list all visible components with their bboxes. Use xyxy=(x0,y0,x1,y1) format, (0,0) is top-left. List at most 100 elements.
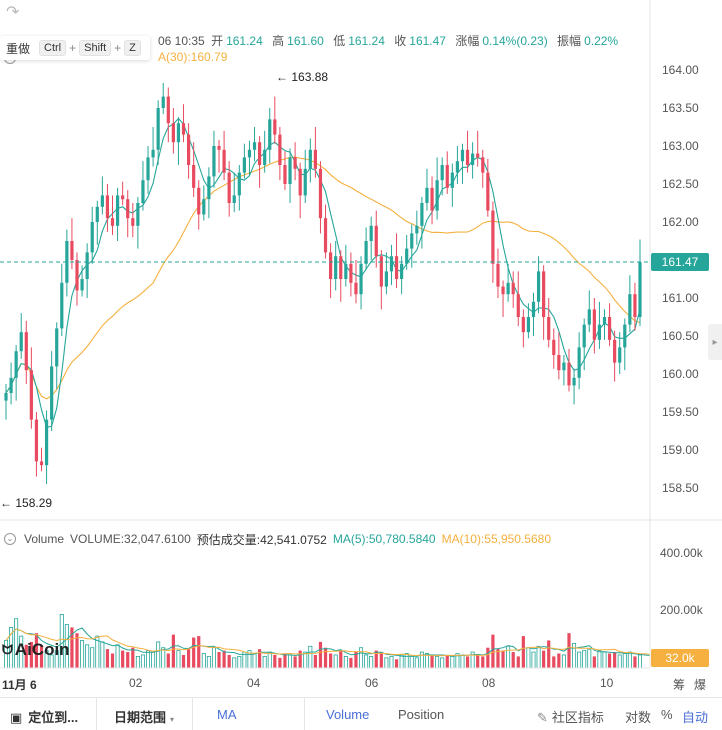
candle-body xyxy=(75,260,79,291)
volume-bar xyxy=(85,644,90,669)
side-panel-handle[interactable]: ▸ xyxy=(708,324,722,360)
volume-bar xyxy=(349,657,353,668)
edit-icon: ✎ xyxy=(537,710,548,725)
candle-body xyxy=(394,256,399,279)
candle-body xyxy=(227,172,231,203)
candle-body xyxy=(435,180,439,211)
volume-bar xyxy=(501,650,505,668)
candle-body xyxy=(24,332,28,371)
x-tick-1: 02 xyxy=(129,676,143,690)
volume-bar xyxy=(227,654,231,668)
ma30-legend: A(30):160.79 xyxy=(158,50,228,64)
volume-bar xyxy=(409,656,414,669)
candle-body xyxy=(121,195,125,200)
candle-body xyxy=(582,324,586,348)
candle-body xyxy=(268,119,272,150)
chart-canvas[interactable] xyxy=(0,0,722,697)
candle-body xyxy=(450,172,454,188)
candle-body xyxy=(430,187,434,211)
candle-body xyxy=(192,165,196,188)
candle-body xyxy=(349,263,353,283)
redo-arrow-icon[interactable]: ↷ xyxy=(6,4,20,21)
y-tick-label: 159.00 xyxy=(662,443,699,457)
volume-bar xyxy=(491,634,495,668)
candle-body xyxy=(476,153,480,158)
volume-bar xyxy=(450,656,455,669)
candle-body xyxy=(369,225,373,241)
candle-body xyxy=(379,256,383,287)
volume-bar xyxy=(176,650,181,669)
volume-bar xyxy=(627,651,632,669)
volume-bar xyxy=(440,657,445,669)
candle-body xyxy=(34,419,39,462)
vol-ma10: MA(10):55,950.5680 xyxy=(441,532,551,546)
candle-body xyxy=(197,187,201,215)
ctrl-key: Ctrl xyxy=(39,40,67,56)
volume-bar xyxy=(237,656,242,669)
candle-body xyxy=(557,355,561,371)
volume-bar xyxy=(414,657,419,669)
volume-bar xyxy=(135,656,140,669)
community-indicators-button[interactable]: ✎ 社区指标 xyxy=(537,707,604,726)
candle-body xyxy=(207,176,211,200)
y-tick-label: 162.00 xyxy=(662,215,699,229)
aicoin-logo: ᗢ AiCoin xyxy=(2,640,70,660)
volume-bar xyxy=(313,654,317,668)
candle-body xyxy=(115,195,120,226)
volume-bar xyxy=(521,636,525,668)
volume-bar xyxy=(531,651,536,669)
ma-tab[interactable]: MA xyxy=(217,707,237,722)
candlestick-series xyxy=(4,82,642,485)
candle-body xyxy=(420,203,424,226)
burst-button[interactable]: 爆 xyxy=(694,678,707,692)
candle-body xyxy=(521,317,525,333)
date-range-button[interactable]: 日期范围 ▾ xyxy=(114,707,174,726)
candle-body xyxy=(618,347,622,363)
volume-bar xyxy=(587,648,592,669)
chip-button[interactable]: 筹 xyxy=(673,678,686,692)
volume-bar xyxy=(171,634,175,668)
volume-bar xyxy=(267,651,272,669)
low-label: 低 xyxy=(333,34,346,48)
log-scale-button[interactable]: 对数 xyxy=(625,710,652,725)
candle-body xyxy=(410,233,414,249)
candle-body xyxy=(572,377,576,386)
divider xyxy=(96,698,97,730)
volume-bar xyxy=(516,656,520,668)
volume-bar xyxy=(161,647,166,669)
candle-body xyxy=(405,248,409,264)
candle-body xyxy=(587,309,591,325)
candle-body xyxy=(19,332,23,352)
volume-bar xyxy=(445,654,449,668)
community-label: 社区指标 xyxy=(551,710,604,725)
vol-ma5: MA(5):50,780.5840 xyxy=(332,532,436,546)
candle-body xyxy=(374,225,378,257)
volume-bar xyxy=(582,650,587,669)
vol-tick-200k: 200.00k xyxy=(660,603,703,617)
calendar-icon: ▣ xyxy=(10,710,23,725)
bottom-toolbar: ▣ 定位到... 日期范围 ▾ MA Volume Position ✎ 社区指标 对… xyxy=(0,697,722,730)
candle-body xyxy=(85,252,89,279)
auto-scale-button[interactable]: 自动 xyxy=(682,710,709,725)
volume-bar xyxy=(34,633,39,668)
percent-scale-button[interactable]: % xyxy=(661,707,673,722)
chevron-down-icon[interactable]: ⌄ xyxy=(4,533,16,545)
volume-bar xyxy=(496,649,500,668)
locate-button[interactable]: ▣ 定位到... xyxy=(10,707,78,726)
candle-body xyxy=(364,241,368,264)
candle-body xyxy=(455,161,460,173)
candle-body xyxy=(344,263,348,279)
volume-tab[interactable]: Volume xyxy=(326,707,370,722)
logo-text: AiCoin xyxy=(14,640,70,659)
position-tab[interactable]: Position xyxy=(398,707,445,722)
volume-bar xyxy=(217,652,221,668)
volume-bar xyxy=(186,649,191,668)
candle-body xyxy=(263,149,267,165)
ohlc-info-bar: 06 10:35 开 161.24 高 161.60 低 161.24 收 161.47… xyxy=(0,30,722,50)
volume-bar xyxy=(151,651,156,669)
candle-body xyxy=(288,157,292,184)
candle-body xyxy=(105,195,110,219)
x-tick-2: 04 xyxy=(247,676,261,690)
change-value: 0.14%(0.23) xyxy=(482,34,548,48)
volume-bar xyxy=(354,652,358,668)
